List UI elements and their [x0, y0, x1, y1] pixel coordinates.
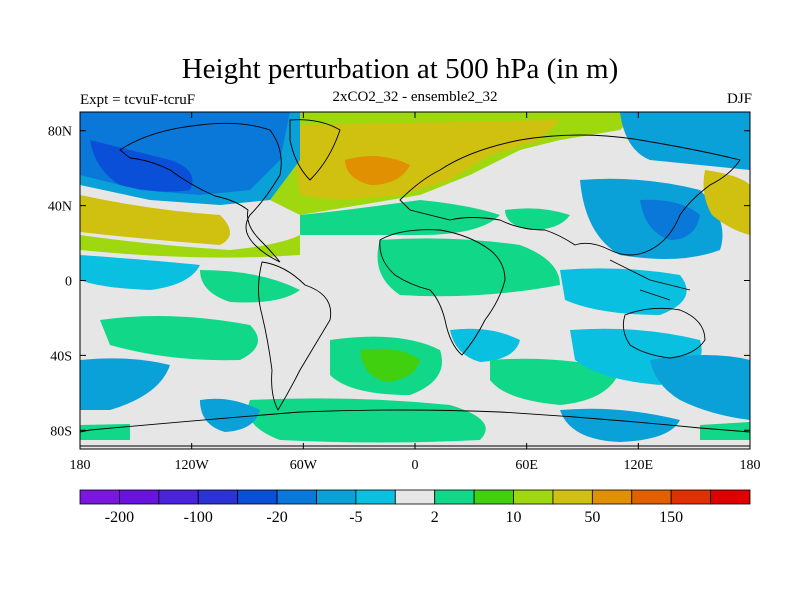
coastline-greenland [289, 119, 341, 181]
colorbar-swatch [276, 489, 317, 505]
contour-negative-indian-ocean [560, 268, 687, 315]
colorbar-label: -200 [105, 509, 134, 526]
contour-negative-australia-south [650, 355, 750, 420]
lon-tick-label: 120W [175, 458, 210, 473]
coastline-europe-asia [399, 134, 741, 256]
contour-negative-south-atlantic [450, 328, 520, 362]
colorbar-label: -5 [349, 509, 362, 526]
colorbar-label: 50 [584, 509, 600, 526]
contour-positive-south-pacific [100, 316, 258, 361]
contour-negative-tropical-pacific [80, 255, 200, 290]
colorbar-swatch [513, 489, 554, 505]
coastline-antarctica [80, 409, 750, 447]
latitude-ticks: 80N 40N 0 40S 80S [48, 125, 750, 439]
lon-tick-label: 120E [624, 458, 654, 473]
lat-tick-label: 40N [48, 200, 72, 215]
contour-positive-antarctic-east [700, 422, 750, 440]
contour-positive-north-pacific [80, 195, 230, 245]
lat-tick-label: 80N [48, 125, 72, 140]
contour-negative-north-america-deep [90, 140, 193, 192]
contour-negative-asia-core [640, 199, 700, 240]
contour-field [80, 112, 750, 449]
colorbar-swatch [355, 489, 396, 505]
contour-positive-antarctic-west [80, 424, 130, 440]
lon-tick-label: 0 [412, 458, 419, 473]
colorbar-swatch [670, 489, 711, 505]
colorbar-swatch [158, 489, 199, 505]
contour-negative-antarctic-west [200, 398, 260, 432]
coastline-southeast-asia [609, 259, 691, 301]
contour-positive-atlantic [300, 200, 500, 235]
lat-tick-label: 80S [50, 424, 72, 439]
contour-negative-antarctic-east [560, 408, 680, 442]
season-label: DJF [726, 91, 752, 107]
contour-positive-antarctic [248, 398, 486, 443]
colorbar-label: 10 [506, 509, 522, 526]
colorbar-swatch [710, 489, 751, 505]
lon-tick-label: 180 [70, 458, 91, 473]
colorbar-swatch [434, 489, 475, 505]
contour-negative-siberia [620, 112, 750, 170]
lat-tick-label: 40S [50, 349, 72, 364]
coastline-africa [379, 229, 506, 356]
contour-positive-south-indian [490, 358, 620, 405]
coastline-australia [622, 307, 706, 359]
colorbar-swatch [473, 489, 514, 505]
contour-positive-mediterranean [505, 208, 570, 230]
colorbar-label: -100 [184, 509, 213, 526]
lon-tick-label: 180 [740, 458, 761, 473]
colorbar-swatch [631, 489, 672, 505]
lat-tick-label: 0 [65, 275, 72, 290]
colorbar-label: 150 [659, 509, 683, 526]
contour-positive-east-pacific [703, 170, 750, 235]
colorbar-swatch [591, 489, 633, 505]
contour-negative-south-pacific [80, 358, 170, 410]
contour-positive-europe-max [345, 156, 410, 185]
colorbar-label: -20 [266, 509, 287, 526]
colorbar-swatch [316, 489, 357, 505]
ensemble-label: 2xCO2_32 - ensemble2_32 [332, 89, 498, 105]
map-title: Height perturbation at 500 hPa (in m) [181, 53, 619, 85]
coastlines [80, 119, 750, 447]
colorbar-swatch [237, 489, 278, 505]
coastline-south-america [258, 261, 332, 411]
coastline-north-america [119, 122, 282, 263]
experiment-label: Expt = tcvuF-tcruF [80, 92, 196, 108]
contour-positive-north-pacific-fringe [80, 235, 300, 258]
lon-tick-label: 60E [515, 458, 538, 473]
lon-tick-label: 60W [290, 458, 318, 473]
contour-positive-tropical-atlantic [377, 238, 560, 297]
contour-positive-tropical-pacific [200, 270, 300, 303]
contour-positive-south-atlantic-core [360, 348, 420, 382]
colorbar-swatch [79, 489, 120, 505]
colorbar: -200 -100 -20 -5 2 10 50 150 [79, 489, 751, 526]
colorbar-swatch [197, 489, 239, 505]
longitude-ticks: 180 120W 60W 0 60E 120E 180 [70, 112, 761, 473]
colorbar-swatch [394, 489, 436, 505]
colorbar-swatch [552, 489, 593, 505]
colorbar-swatch [119, 489, 160, 505]
colorbar-label: 2 [431, 509, 439, 526]
